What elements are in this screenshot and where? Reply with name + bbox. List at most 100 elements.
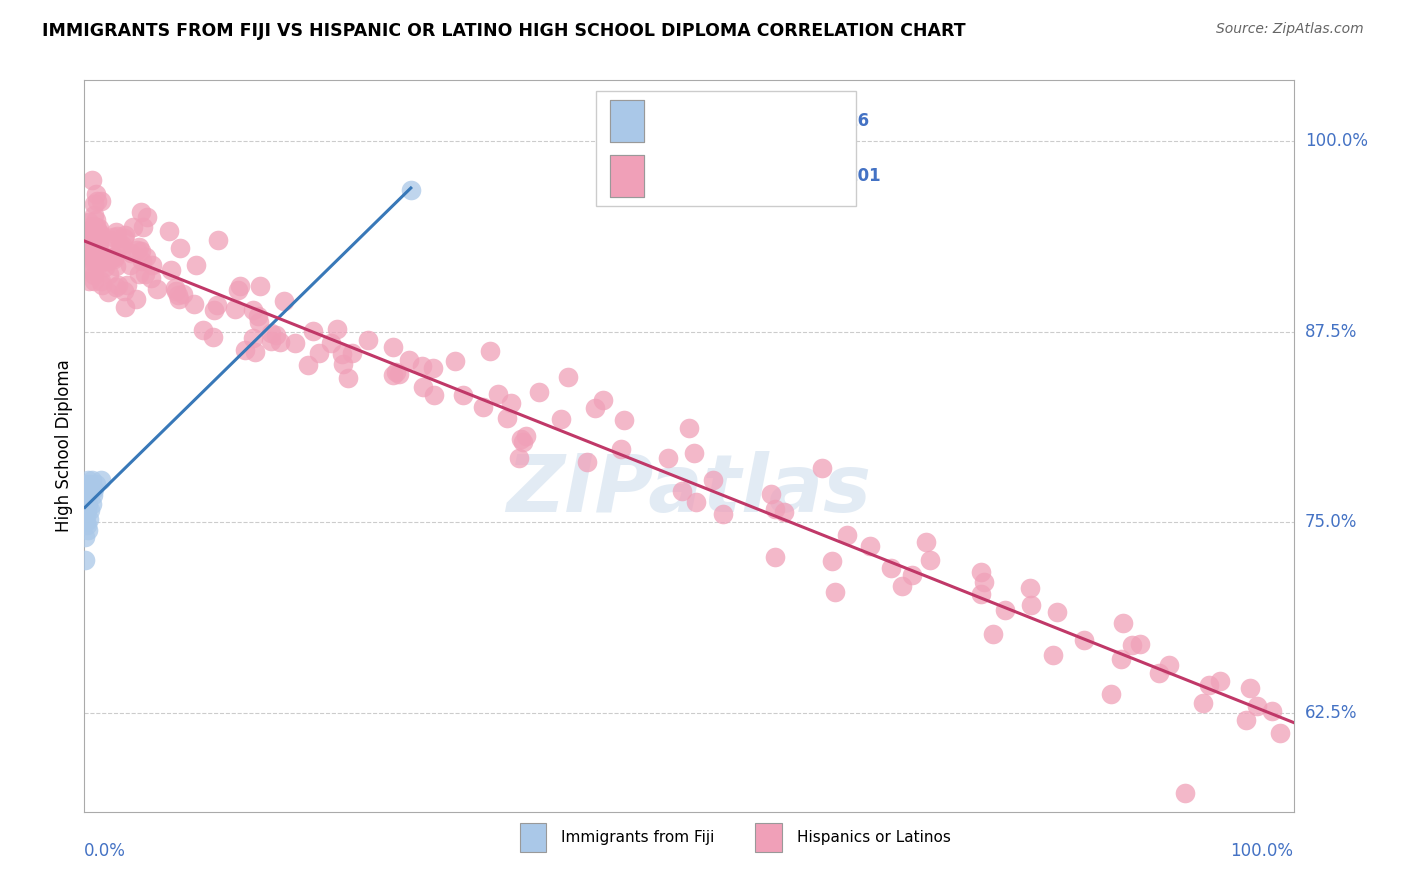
Point xyxy=(83,482,105,496)
Point xyxy=(685,495,707,509)
Point xyxy=(1246,699,1268,714)
Point xyxy=(125,243,148,257)
Bar xyxy=(610,100,644,143)
Point xyxy=(89,227,111,241)
Point xyxy=(79,260,101,275)
Point xyxy=(124,293,146,307)
Text: N =: N = xyxy=(789,167,827,186)
Point xyxy=(247,309,270,323)
Point xyxy=(77,484,100,499)
Point xyxy=(1019,598,1042,612)
Point xyxy=(1112,615,1135,630)
Point xyxy=(759,487,782,501)
Point xyxy=(105,228,128,243)
Point xyxy=(422,388,444,402)
Point xyxy=(103,230,125,244)
Point xyxy=(83,219,105,234)
Point xyxy=(93,260,115,274)
Point xyxy=(79,234,101,248)
Point xyxy=(75,515,97,529)
Point xyxy=(486,387,509,401)
Point xyxy=(342,346,364,360)
Point xyxy=(772,505,794,519)
Point xyxy=(82,233,104,247)
Point xyxy=(77,223,100,237)
Point xyxy=(104,260,127,274)
Point xyxy=(135,211,157,225)
Text: 201: 201 xyxy=(846,167,880,186)
Point xyxy=(83,208,105,222)
Point xyxy=(97,252,120,266)
Point xyxy=(859,539,882,553)
Point xyxy=(73,553,96,567)
Point xyxy=(82,253,104,268)
Bar xyxy=(520,823,547,852)
Point xyxy=(134,267,156,281)
Point xyxy=(87,224,110,238)
Point xyxy=(207,233,229,247)
Point xyxy=(515,429,537,443)
Point xyxy=(87,232,110,246)
Point xyxy=(141,270,163,285)
Point xyxy=(242,330,264,344)
Point xyxy=(80,233,103,247)
Point xyxy=(90,194,112,208)
Point xyxy=(121,220,143,235)
Point xyxy=(80,497,103,511)
Point xyxy=(96,254,118,268)
Point xyxy=(388,367,411,381)
Bar xyxy=(755,823,782,852)
Point xyxy=(110,239,132,253)
Point xyxy=(167,288,190,302)
Point xyxy=(1073,632,1095,647)
Point xyxy=(1018,581,1040,595)
Point xyxy=(835,528,858,542)
Point xyxy=(890,579,912,593)
Point xyxy=(332,347,354,361)
Text: N =: N = xyxy=(789,112,827,130)
Point xyxy=(1157,658,1180,673)
Point xyxy=(613,413,636,427)
Text: 0.389: 0.389 xyxy=(720,112,772,130)
Point xyxy=(224,301,246,316)
Point xyxy=(79,245,101,260)
Point xyxy=(157,224,180,238)
Point xyxy=(128,267,150,281)
Point xyxy=(994,603,1017,617)
Point xyxy=(183,297,205,311)
Point xyxy=(336,370,359,384)
Text: IMMIGRANTS FROM FIJI VS HISPANIC OR LATINO HIGH SCHOOL DIPLOMA CORRELATION CHART: IMMIGRANTS FROM FIJI VS HISPANIC OR LATI… xyxy=(42,22,966,40)
Point xyxy=(75,500,97,514)
Point xyxy=(114,300,136,314)
Point xyxy=(159,263,181,277)
Text: R =: R = xyxy=(659,112,695,130)
Point xyxy=(76,492,98,507)
Point xyxy=(512,434,534,449)
Point xyxy=(82,234,104,248)
Point xyxy=(82,251,104,265)
Point xyxy=(83,274,105,288)
Point xyxy=(398,353,420,368)
Point xyxy=(319,335,342,350)
Point xyxy=(87,242,110,256)
Point xyxy=(163,281,186,295)
Point xyxy=(86,477,108,491)
Point xyxy=(575,455,598,469)
Point xyxy=(79,219,101,234)
Point xyxy=(713,507,735,521)
Point xyxy=(226,283,249,297)
Point xyxy=(191,323,214,337)
Point xyxy=(451,388,474,402)
Point xyxy=(496,411,519,425)
Point xyxy=(583,401,606,415)
Point xyxy=(103,252,125,267)
Point xyxy=(264,327,287,342)
Point xyxy=(471,400,494,414)
Point xyxy=(202,303,225,318)
Point xyxy=(1198,678,1220,692)
Point xyxy=(385,365,408,379)
Point xyxy=(201,329,224,343)
Text: 62.5%: 62.5% xyxy=(1305,704,1357,722)
Point xyxy=(332,357,354,371)
Point xyxy=(80,473,103,487)
